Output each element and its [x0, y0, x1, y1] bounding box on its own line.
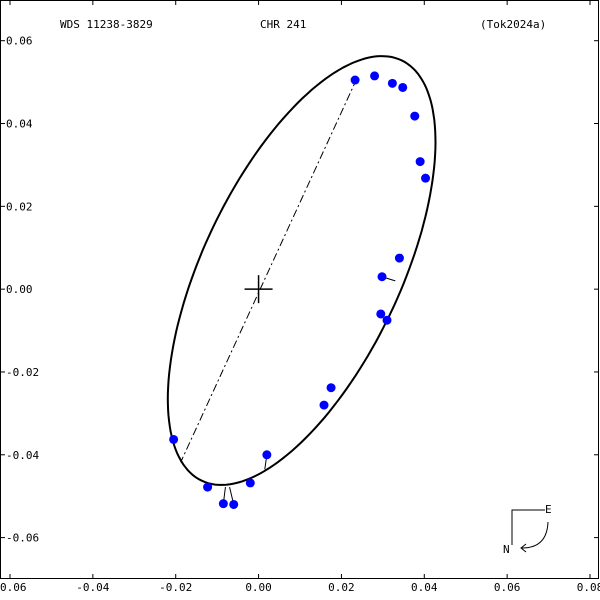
y-tick-label: 0.00 — [6, 283, 33, 296]
compass-north-label: N — [503, 543, 510, 556]
x-tick-label: -0.06 — [0, 581, 27, 594]
x-tick-label: -0.02 — [159, 581, 192, 594]
observation-point — [410, 111, 420, 121]
observation-point — [421, 173, 431, 183]
observation-points — [169, 71, 431, 509]
header-left: WDS 11238-3829 — [60, 18, 153, 31]
observation-point — [218, 499, 228, 509]
observation-point — [387, 78, 397, 88]
plot-frame — [0, 0, 599, 579]
observation-point — [398, 82, 408, 92]
observation-point — [262, 450, 272, 460]
observation-point — [377, 272, 387, 282]
primary-star-marker — [244, 275, 273, 304]
line-of-nodes — [180, 78, 358, 463]
x-tick-label: 0.00 — [245, 581, 272, 594]
orbit-ellipse — [166, 55, 437, 486]
compass-arrowhead — [520, 543, 527, 553]
observation-point — [370, 71, 380, 81]
observation-point — [415, 157, 425, 167]
observation-point — [376, 309, 386, 319]
observation-point — [169, 434, 179, 444]
residual-lines — [173, 73, 426, 505]
observation-point — [326, 383, 336, 393]
x-tick-label: 0.06 — [494, 581, 521, 594]
observation-point — [319, 400, 329, 410]
observation-point — [350, 75, 360, 85]
compass-east-label: E — [545, 503, 552, 516]
y-tick-label: 0.06 — [6, 35, 33, 48]
x-tick-label: -0.04 — [76, 581, 109, 594]
x-tick-label: 0.04 — [411, 581, 438, 594]
y-tick-label: -0.04 — [6, 449, 39, 462]
compass: E N — [503, 503, 552, 556]
y-tick-label: -0.02 — [6, 366, 39, 379]
header-right: (Tok2024a) — [480, 18, 546, 31]
y-tick-label: -0.06 — [6, 532, 39, 545]
observation-point — [229, 499, 239, 509]
header-center: CHR 241 — [260, 18, 306, 31]
y-tick-label: 0.02 — [6, 200, 33, 213]
observation-point — [245, 478, 255, 488]
x-tick-label: 0.08 — [577, 581, 600, 594]
observation-point — [382, 315, 392, 325]
compass-axes — [511, 509, 545, 545]
observation-point — [394, 253, 404, 263]
x-tick-label: 0.02 — [328, 581, 355, 594]
compass-rotation-arrow — [521, 521, 549, 549]
y-tick-label: 0.04 — [6, 118, 33, 131]
y-axis-ticks: 0.06 0.04 0.02 0.00 -0.02 -0.04 -0.06 — [0, 35, 599, 545]
observation-point — [203, 482, 213, 492]
